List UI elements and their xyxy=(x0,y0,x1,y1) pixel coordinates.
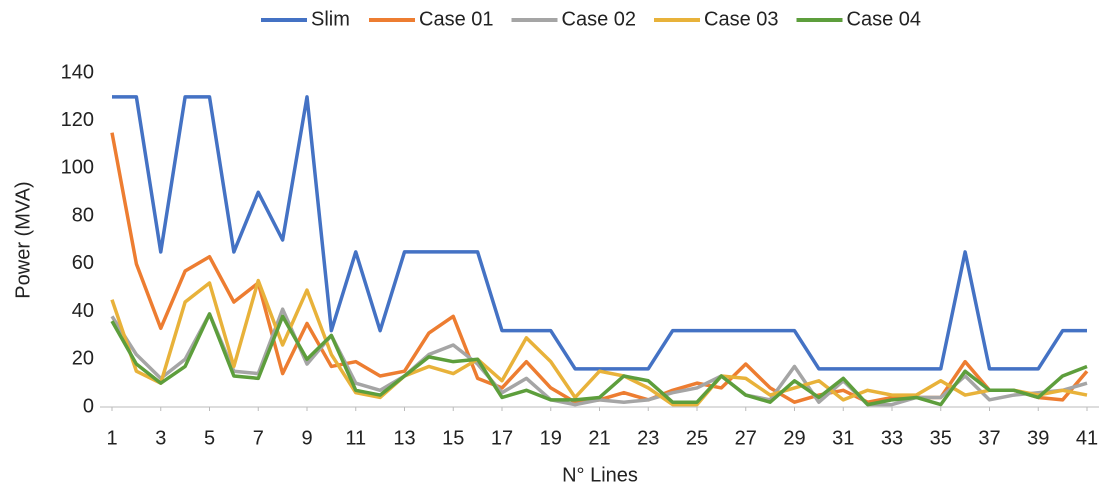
y-tick-label: 0 xyxy=(83,395,94,417)
y-tick-label: 140 xyxy=(61,61,94,83)
x-tick-label: 3 xyxy=(155,427,166,449)
series-line xyxy=(112,95,1087,371)
x-tick-label: 9 xyxy=(301,427,312,449)
x-tick-label: 15 xyxy=(442,427,464,449)
legend-label: Case 03 xyxy=(704,8,779,30)
x-tick-label: 39 xyxy=(1027,427,1049,449)
series-line xyxy=(110,278,1088,407)
y-tick-label: 100 xyxy=(61,157,94,179)
y-tick-label: 80 xyxy=(72,204,94,226)
x-tick-label: 37 xyxy=(978,427,1000,449)
x-tick-label: 11 xyxy=(345,427,366,449)
x-tick-label: 29 xyxy=(783,427,805,449)
x-tick-label: 21 xyxy=(588,427,610,449)
y-tick-label: 40 xyxy=(72,300,94,322)
x-tick-label: 17 xyxy=(491,427,513,449)
x-tick-label: 35 xyxy=(930,427,952,449)
x-tick-label: 13 xyxy=(393,427,415,449)
y-tick-label: 60 xyxy=(72,252,94,274)
series-line xyxy=(110,307,1088,407)
x-tick-label: 31 xyxy=(832,427,854,449)
series-line xyxy=(110,312,1088,407)
x-axis-label: N° Lines xyxy=(562,464,638,486)
legend-label: Slim xyxy=(311,8,350,30)
y-tick-label: 20 xyxy=(72,348,94,370)
x-tick-label: 19 xyxy=(540,427,562,449)
x-tick-label: 27 xyxy=(735,427,757,449)
legend-label: Case 01 xyxy=(419,8,494,30)
x-tick-label: 1 xyxy=(106,427,117,449)
x-tick-label: 5 xyxy=(204,427,215,449)
x-tick-label: 25 xyxy=(686,427,708,449)
y-axis-label: Power (MVA) xyxy=(12,181,34,298)
x-tick-label: 7 xyxy=(253,427,264,449)
x-tick-label: 41 xyxy=(1076,427,1098,449)
y-tick-label: 120 xyxy=(61,109,94,131)
legend-label: Case 02 xyxy=(562,8,637,30)
x-tick-label: 33 xyxy=(881,427,903,449)
x-tick-label: 23 xyxy=(637,427,659,449)
legend-label: Case 04 xyxy=(847,8,922,30)
